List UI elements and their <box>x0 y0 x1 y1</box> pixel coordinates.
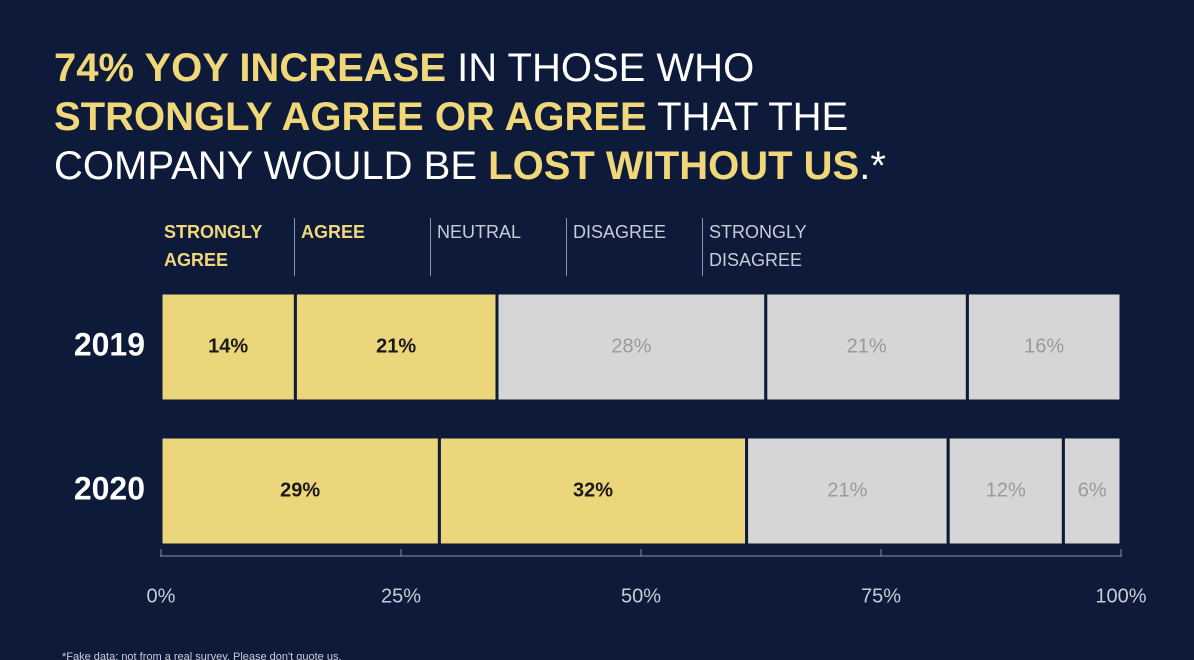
data-label: 21% <box>376 335 416 357</box>
data-label: 29% <box>280 479 320 501</box>
title-segment: .* <box>859 144 886 188</box>
legend-entry: STRONGLY DISAGREE <box>702 218 837 276</box>
title-segment: THAT THE <box>647 95 849 139</box>
title-segment: COMPANY WOULD BE <box>54 144 488 188</box>
title-segment: STRONGLY AGREE OR AGREE <box>54 95 647 139</box>
chart-title-line: 74% YOY INCREASE IN THOSE WHO <box>54 46 754 90</box>
title-segment: LOST WITHOUT US <box>488 144 859 188</box>
y-tick-label: 2019 <box>74 326 145 362</box>
chart-title-line: STRONGLY AGREE OR AGREE THAT THE <box>54 95 848 139</box>
x-tick-label: 50% <box>621 585 661 607</box>
y-tick-label: 2020 <box>74 470 145 506</box>
data-label: 12% <box>986 479 1026 501</box>
x-tick-label: 100% <box>1095 585 1146 607</box>
data-label: 21% <box>847 335 887 357</box>
footnote: *Fake data: not from a real survey. Plea… <box>62 651 342 660</box>
data-label: 6% <box>1078 479 1107 501</box>
title-segment: IN THOSE WHO <box>446 46 754 90</box>
x-tick-label: 0% <box>147 585 176 607</box>
bar-segment <box>293 291 499 403</box>
legend-entry: DISAGREE <box>566 218 701 276</box>
legend-entry: STRONGLY AGREE <box>164 222 263 270</box>
legend-entry: AGREE <box>294 218 429 276</box>
bar-segment <box>946 435 1065 547</box>
legend-entry: NEUTRAL <box>430 218 565 276</box>
data-label: 21% <box>827 479 867 501</box>
bar-segment <box>159 291 297 403</box>
chart-title-line: COMPANY WOULD BE LOST WITHOUT US.* <box>54 144 886 188</box>
data-label: 14% <box>208 335 248 357</box>
x-tick-label: 25% <box>381 585 421 607</box>
bar-segment <box>495 291 768 403</box>
bar-segment <box>745 435 950 547</box>
data-label: 32% <box>573 479 613 501</box>
bar-segment <box>965 291 1123 403</box>
x-tick-label: 75% <box>861 585 901 607</box>
bar-segment <box>437 435 749 547</box>
bar-segment <box>1061 435 1123 547</box>
data-label: 16% <box>1024 335 1064 357</box>
bar-segment <box>159 435 441 547</box>
data-label: 28% <box>611 335 651 357</box>
title-segment: 74% YOY INCREASE <box>54 46 446 90</box>
